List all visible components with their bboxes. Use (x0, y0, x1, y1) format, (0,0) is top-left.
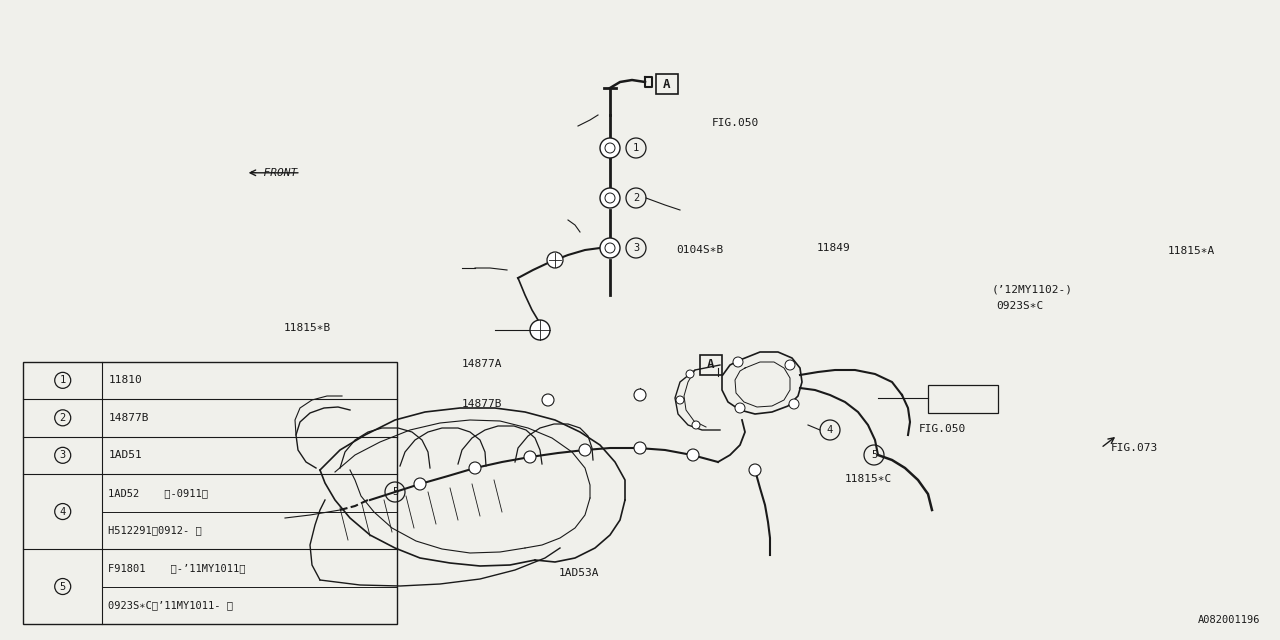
Circle shape (687, 449, 699, 461)
Text: 4: 4 (60, 506, 65, 516)
Circle shape (634, 389, 646, 401)
Circle shape (735, 403, 745, 413)
Text: 11815∗B: 11815∗B (284, 323, 332, 333)
Bar (23, 362, 397, 624)
Text: FIG.050: FIG.050 (919, 424, 966, 434)
Text: A: A (663, 77, 671, 90)
Bar (928, 385, 998, 413)
Text: 1AD53A: 1AD53A (558, 568, 599, 578)
Text: 1: 1 (632, 143, 639, 153)
Circle shape (541, 394, 554, 406)
Text: ← FRONT: ← FRONT (250, 168, 297, 178)
Text: 1AD51: 1AD51 (109, 451, 142, 460)
Text: 14877B: 14877B (109, 413, 148, 423)
Text: 11815∗A: 11815∗A (1167, 246, 1215, 256)
Circle shape (547, 252, 563, 268)
Circle shape (634, 442, 646, 454)
Circle shape (579, 444, 591, 456)
Text: FIG.050: FIG.050 (712, 118, 759, 128)
Text: FIG.073: FIG.073 (1111, 443, 1158, 453)
Text: 11810: 11810 (109, 375, 142, 385)
Text: (’12MY1102-): (’12MY1102-) (992, 284, 1073, 294)
Text: F91801    （-’11MY1011）: F91801 （-’11MY1011） (109, 563, 246, 573)
Text: 11849: 11849 (817, 243, 850, 253)
Circle shape (413, 478, 426, 490)
Text: 5: 5 (392, 487, 398, 497)
Circle shape (733, 357, 742, 367)
Bar (657, 74, 678, 94)
Text: A: A (708, 358, 714, 371)
Circle shape (600, 238, 620, 258)
Text: 0923S∗C: 0923S∗C (996, 301, 1043, 311)
Circle shape (600, 138, 620, 158)
Text: 2: 2 (632, 193, 639, 203)
Circle shape (676, 396, 684, 404)
Circle shape (686, 370, 694, 378)
Circle shape (524, 451, 536, 463)
Text: 0923S∗C（’11MY1011- ）: 0923S∗C（’11MY1011- ） (109, 600, 233, 611)
Bar (700, 355, 722, 375)
Circle shape (785, 360, 795, 370)
Text: 1AD52    （-0911）: 1AD52 （-0911） (109, 488, 209, 498)
Text: H512291（0912- ）: H512291（0912- ） (109, 525, 202, 535)
Text: 0104S∗B: 0104S∗B (676, 244, 723, 255)
Circle shape (788, 399, 799, 409)
Text: 11815∗C: 11815∗C (845, 474, 892, 484)
Text: 14877A: 14877A (461, 358, 502, 369)
Text: 3: 3 (60, 451, 65, 460)
Circle shape (530, 320, 550, 340)
Circle shape (600, 188, 620, 208)
Text: 4: 4 (827, 425, 833, 435)
Text: 5: 5 (60, 582, 65, 591)
Text: 2: 2 (60, 413, 65, 423)
Text: 5: 5 (870, 450, 877, 460)
Text: A082001196: A082001196 (1198, 615, 1260, 625)
Circle shape (468, 462, 481, 474)
Circle shape (692, 421, 700, 429)
Text: 1: 1 (60, 375, 65, 385)
Text: 3: 3 (632, 243, 639, 253)
Text: 14877B: 14877B (461, 399, 502, 410)
Circle shape (749, 464, 762, 476)
